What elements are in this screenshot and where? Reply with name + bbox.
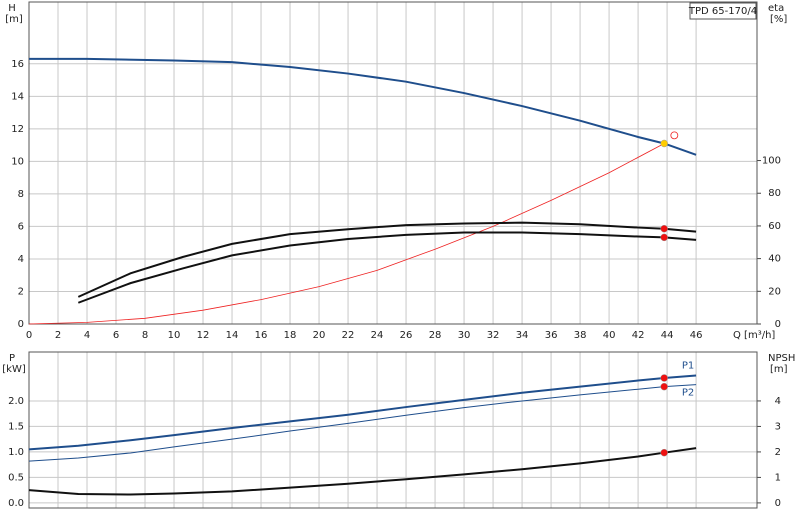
x-tick-label: 32 bbox=[487, 330, 500, 341]
x-tick-label: 4 bbox=[84, 330, 90, 341]
y-tick-label: 8 bbox=[18, 189, 24, 200]
series-line bbox=[28, 384, 697, 462]
x-tick-label: 44 bbox=[661, 330, 674, 341]
plot-frame bbox=[28, 1, 758, 325]
x-tick-label: 42 bbox=[632, 330, 645, 341]
x-tick-label: 38 bbox=[574, 330, 587, 341]
series-line bbox=[77, 221, 697, 298]
y2-tick-label: 2 bbox=[775, 447, 781, 458]
y-tick-label: 4 bbox=[18, 254, 24, 265]
x-axis-label: Q [m³/h] bbox=[733, 330, 775, 341]
x-tick-label: 24 bbox=[371, 330, 384, 341]
y2-tick-label: 1 bbox=[775, 472, 781, 483]
x-tick-label: 6 bbox=[113, 330, 119, 341]
y-axis-label: H bbox=[8, 3, 16, 14]
y2-tick-label: 20 bbox=[768, 286, 781, 297]
y-tick-label: 0 bbox=[18, 319, 24, 330]
x-tick-label: 12 bbox=[197, 330, 210, 341]
y2-tick-label: 40 bbox=[768, 254, 781, 265]
y-tick-label: 0.5 bbox=[8, 472, 24, 483]
y2-tick-label: 100 bbox=[762, 156, 781, 167]
y2-axis-label: eta bbox=[768, 3, 784, 14]
y-axis-label: P bbox=[9, 353, 15, 364]
y2-tick-label: 80 bbox=[768, 188, 781, 199]
operating-point bbox=[660, 382, 668, 391]
y-tick-label: 2.0 bbox=[8, 396, 24, 407]
series-line bbox=[28, 447, 697, 496]
x-tick-label: 34 bbox=[516, 330, 529, 341]
y-axis-unit: [m] bbox=[5, 14, 23, 25]
x-tick-label: 36 bbox=[545, 330, 558, 341]
series-line bbox=[29, 57, 697, 156]
series-label: P2 bbox=[682, 388, 694, 399]
y-tick-label: 16 bbox=[11, 59, 24, 70]
y-tick-label: 1.5 bbox=[8, 421, 24, 432]
plot-frame bbox=[28, 351, 758, 509]
x-tick-label: 14 bbox=[226, 330, 239, 341]
x-tick-label: 10 bbox=[168, 330, 181, 341]
y2-axis-unit: [%] bbox=[770, 14, 787, 25]
operating-point bbox=[660, 224, 668, 233]
y2-tick-label: 0 bbox=[775, 498, 781, 509]
y2-axis-unit: [m] bbox=[770, 364, 788, 375]
x-tick-label: 18 bbox=[284, 330, 297, 341]
y2-axis-label: NPSH bbox=[768, 353, 795, 364]
model-label: TPD 65-170/4 bbox=[688, 6, 757, 17]
x-tick-label: 8 bbox=[142, 330, 148, 341]
y-tick-label: 14 bbox=[11, 91, 24, 102]
series-line bbox=[28, 143, 665, 325]
x-tick-label: 20 bbox=[313, 330, 326, 341]
y2-tick-label: 60 bbox=[768, 221, 781, 232]
series-label: P1 bbox=[682, 360, 694, 371]
y-tick-label: 1.0 bbox=[8, 447, 24, 458]
x-tick-label: 30 bbox=[458, 330, 471, 341]
y-tick-label: 0.0 bbox=[8, 498, 24, 509]
x-tick-label: 40 bbox=[603, 330, 616, 341]
y2-tick-label: 0 bbox=[775, 319, 781, 330]
operating-point bbox=[660, 448, 668, 457]
model-box bbox=[689, 2, 757, 20]
y2-tick-label: 4 bbox=[775, 396, 781, 407]
y-tick-label: 10 bbox=[11, 156, 24, 167]
y-tick-label: 6 bbox=[18, 221, 24, 232]
x-tick-label: 0 bbox=[26, 330, 32, 341]
operating-point bbox=[660, 374, 668, 382]
y-tick-label: 12 bbox=[11, 124, 24, 135]
operating-point bbox=[660, 233, 668, 242]
x-tick-label: 2 bbox=[55, 330, 61, 341]
operating-point bbox=[670, 131, 679, 140]
operating-point bbox=[660, 139, 668, 148]
x-tick-label: 22 bbox=[342, 330, 355, 341]
y2-tick-label: 3 bbox=[775, 421, 781, 432]
x-tick-label: 26 bbox=[400, 330, 413, 341]
y-axis-unit: [kW] bbox=[2, 364, 26, 375]
x-tick-label: 46 bbox=[690, 330, 703, 341]
series-line bbox=[77, 231, 697, 304]
x-tick-label: 28 bbox=[429, 330, 442, 341]
y-tick-label: 2 bbox=[18, 286, 24, 297]
series-line bbox=[28, 374, 697, 451]
x-tick-label: 16 bbox=[255, 330, 268, 341]
